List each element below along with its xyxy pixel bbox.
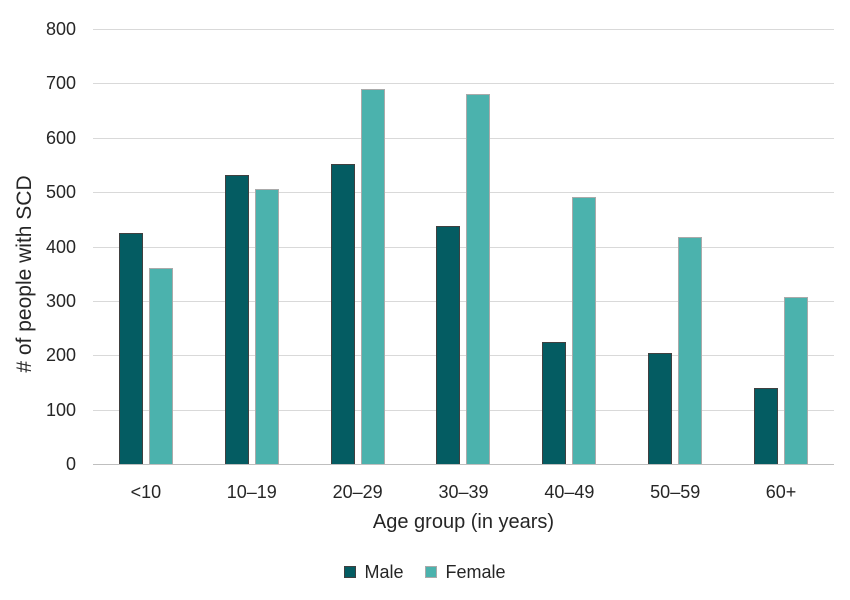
bar-male-60+ bbox=[754, 388, 779, 464]
y-tick-label: 500 bbox=[45, 182, 76, 203]
legend-label: Male bbox=[364, 562, 404, 582]
legend-label: Female bbox=[445, 562, 506, 582]
bar-group-30–39 bbox=[411, 29, 517, 464]
bar-female-50–59 bbox=[678, 237, 703, 464]
y-axis-title: # of people with SCD bbox=[13, 175, 36, 373]
bar-group-60+ bbox=[728, 29, 834, 464]
gridline bbox=[93, 137, 834, 139]
legend-item-female: Female bbox=[425, 561, 506, 583]
bar-female-30–39 bbox=[466, 94, 491, 464]
y-tick-label: 0 bbox=[65, 454, 76, 474]
plot-area bbox=[93, 29, 834, 465]
y-tick-label: 100 bbox=[45, 399, 76, 420]
legend-swatch-female bbox=[425, 566, 438, 578]
bar-male-30–39 bbox=[436, 226, 461, 464]
bar-group-20–29 bbox=[305, 29, 411, 464]
legend-swatch-male bbox=[344, 566, 357, 578]
x-tick-label: 40–49 bbox=[544, 482, 595, 502]
bar-female-<10 bbox=[148, 268, 173, 464]
x-tick-label: <10 bbox=[130, 482, 162, 502]
x-tick-label: 30–39 bbox=[438, 482, 489, 502]
bar-male-20–29 bbox=[330, 164, 355, 464]
bar-female-60+ bbox=[784, 297, 809, 464]
y-tick-label: 200 bbox=[45, 345, 76, 366]
bar-female-40–49 bbox=[572, 197, 597, 464]
x-tick-label: 20–29 bbox=[332, 482, 383, 502]
gridline bbox=[93, 83, 834, 85]
y-tick-label: 800 bbox=[45, 19, 76, 39]
x-tick-label: 10–19 bbox=[226, 482, 277, 502]
gridline bbox=[93, 246, 834, 248]
x-tick-label: 50–59 bbox=[650, 482, 701, 502]
gridline bbox=[93, 355, 834, 357]
bar-male-10–19 bbox=[224, 175, 249, 464]
x-axis-title: Age group (in years) bbox=[372, 511, 555, 533]
legend: Male Female bbox=[0, 561, 850, 583]
bar-group-<10 bbox=[93, 29, 199, 464]
y-tick-label: 600 bbox=[45, 127, 76, 148]
bar-male-<10 bbox=[118, 233, 143, 464]
legend-item-male: Male bbox=[344, 561, 403, 583]
gridline bbox=[93, 192, 834, 194]
bar-female-20–29 bbox=[360, 89, 385, 464]
gridline bbox=[93, 29, 834, 30]
bar-male-50–59 bbox=[648, 353, 673, 464]
bar-female-10–19 bbox=[254, 189, 279, 464]
y-tick-label: 400 bbox=[45, 236, 76, 257]
y-tick-label: 300 bbox=[45, 290, 76, 311]
gridline bbox=[93, 300, 834, 302]
bar-male-40–49 bbox=[542, 342, 567, 464]
bar-group-40–49 bbox=[516, 29, 622, 464]
x-tick-label: 60+ bbox=[765, 482, 797, 502]
y-tick-label: 700 bbox=[45, 73, 76, 94]
bar-group-10–19 bbox=[199, 29, 305, 464]
gridline bbox=[93, 409, 834, 411]
bar-group-50–59 bbox=[622, 29, 728, 464]
